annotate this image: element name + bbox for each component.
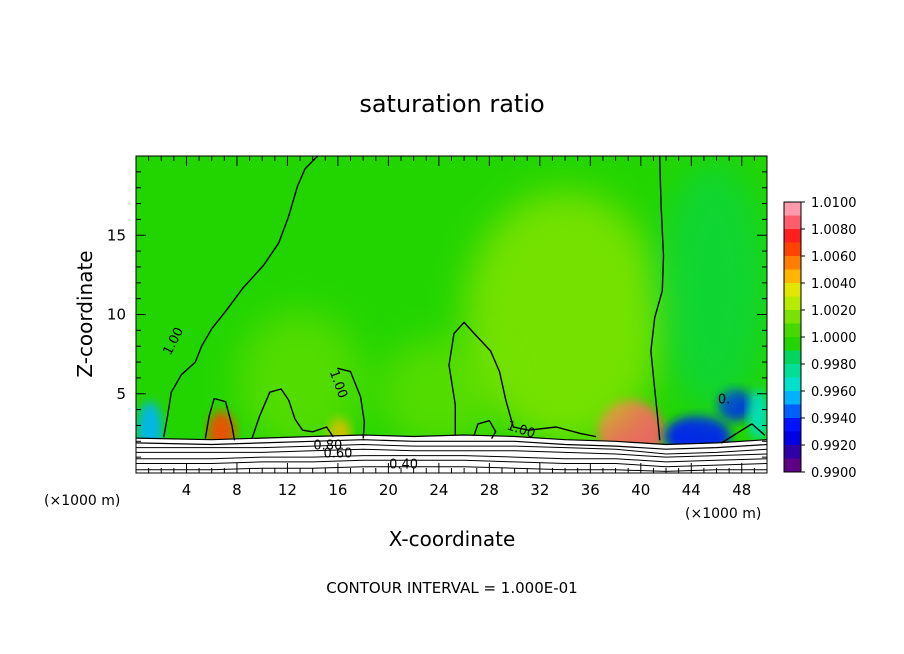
colorbar-swatch-5	[784, 269, 801, 284]
colorbar-label-1: 1.0080	[811, 223, 857, 238]
x-tick-label-10: 44	[682, 481, 701, 499]
contour-label-5: 0.40	[389, 458, 418, 473]
contour-label-6: 0.	[718, 393, 730, 408]
field-patch-10	[659, 160, 767, 415]
colorbar-swatch-9	[784, 323, 801, 338]
y-tick-label-2: 15	[107, 226, 126, 244]
colorbar-swatch-2	[784, 229, 801, 243]
colorbar-swatch-11	[784, 350, 801, 365]
field-patch-9	[378, 338, 500, 450]
colorbar-label-7: 0.9960	[811, 385, 857, 400]
contour-label-group-5: 0.40	[389, 458, 418, 473]
y-tick-label-1: 10	[107, 306, 126, 324]
colorbar: 1.0100 1.0080 1.0060 1.0040 1.0020 1.0000 0.99…	[783, 196, 857, 481]
x-tick-label-6: 28	[480, 481, 499, 499]
x-tick-label-0: 4	[182, 481, 192, 499]
colorbar-label-6: 0.9980	[811, 358, 857, 373]
x-tick-label-3: 16	[328, 481, 347, 499]
colorbar-label-10: 0.9900	[811, 466, 857, 481]
y-tick-label-0: 5	[116, 385, 126, 403]
surface-layer-0	[136, 434, 767, 446]
surface-layer-4	[136, 455, 767, 463]
colorbar-label-4: 1.0020	[811, 304, 857, 319]
colorbar-swatch-13	[784, 377, 801, 392]
surface-layer-5	[136, 459, 767, 468]
colorbar-swatch-17	[784, 431, 801, 446]
colorbar-swatch-15	[784, 404, 801, 419]
x-tick-label-11: 48	[732, 481, 751, 499]
colorbar-label-9: 0.9920	[811, 439, 857, 454]
x-tick-label-4: 20	[379, 481, 398, 499]
contour-line-5	[251, 388, 334, 439]
colorbar-label-3: 1.0040	[811, 277, 857, 292]
contour-label-4: 0.60	[323, 446, 352, 461]
contour-line-2	[448, 321, 597, 438]
plot-area: 1.001.001.000.800.600.400.	[135, 155, 768, 474]
contour-line-6	[473, 420, 497, 439]
colorbar-swatch-6	[784, 283, 801, 297]
x-unit-label-right: (×1000 m)	[685, 506, 761, 522]
chart-title: saturation ratio	[359, 90, 544, 118]
field-patch-8	[236, 311, 364, 451]
colorbar-label-8: 0.9940	[811, 412, 857, 427]
field-patch-7	[464, 190, 667, 445]
surface-layer-2	[136, 443, 767, 455]
colorbar-swatch-1	[784, 215, 801, 230]
contour-line-3	[650, 156, 665, 441]
colorbar-label-0: 1.0100	[811, 196, 857, 211]
colorbar-swatch-4	[784, 256, 801, 270]
colorbar-label-2: 1.0060	[811, 250, 857, 265]
x-tick-label-2: 12	[278, 481, 297, 499]
x-axis-label: X-coordinate	[389, 527, 516, 551]
x-tick-label-8: 36	[581, 481, 600, 499]
colorbar-swatch-14	[784, 391, 801, 405]
colorbar-swatch-18	[784, 445, 801, 459]
contour-layer	[136, 156, 767, 472]
contour-line-7	[720, 423, 766, 444]
contour-line-1	[337, 367, 366, 439]
contour-label-group-4: 0.60	[323, 446, 352, 461]
contour-label-3: 0.80	[313, 439, 342, 454]
colorbar-swatch-12	[784, 364, 801, 378]
contour-line-4	[204, 397, 236, 441]
colorbar-swatch-10	[784, 337, 801, 351]
colorbar-swatch-16	[784, 418, 801, 432]
colorbar-swatch-0	[784, 202, 801, 216]
contour-line-0	[163, 156, 319, 438]
colorbar-swatch-3	[784, 242, 801, 257]
colorbar-swatch-7	[784, 296, 801, 311]
colorbar-swatch-19	[784, 458, 801, 473]
contour-label-group-6: 0.	[718, 393, 730, 408]
x-tick-label-5: 24	[429, 481, 448, 499]
x-unit-label-left: (×1000 m)	[44, 493, 120, 509]
x-tick-label-9: 40	[631, 481, 650, 499]
colorbar-swatch-8	[784, 310, 801, 324]
contour-label-group-3: 0.80	[313, 439, 342, 454]
colorbar-label-5: 1.0000	[811, 331, 857, 346]
field-patch-6	[748, 389, 767, 440]
x-tick-label-1: 8	[232, 481, 242, 499]
x-tick-label-7: 32	[530, 481, 549, 499]
surface-layer-1	[136, 439, 767, 450]
y-axis-label: Z-coordinate	[73, 250, 97, 377]
contour-interval-text: CONTOUR INTERVAL = 1.000E-01	[326, 579, 577, 597]
surface-layer-3	[136, 448, 767, 458]
